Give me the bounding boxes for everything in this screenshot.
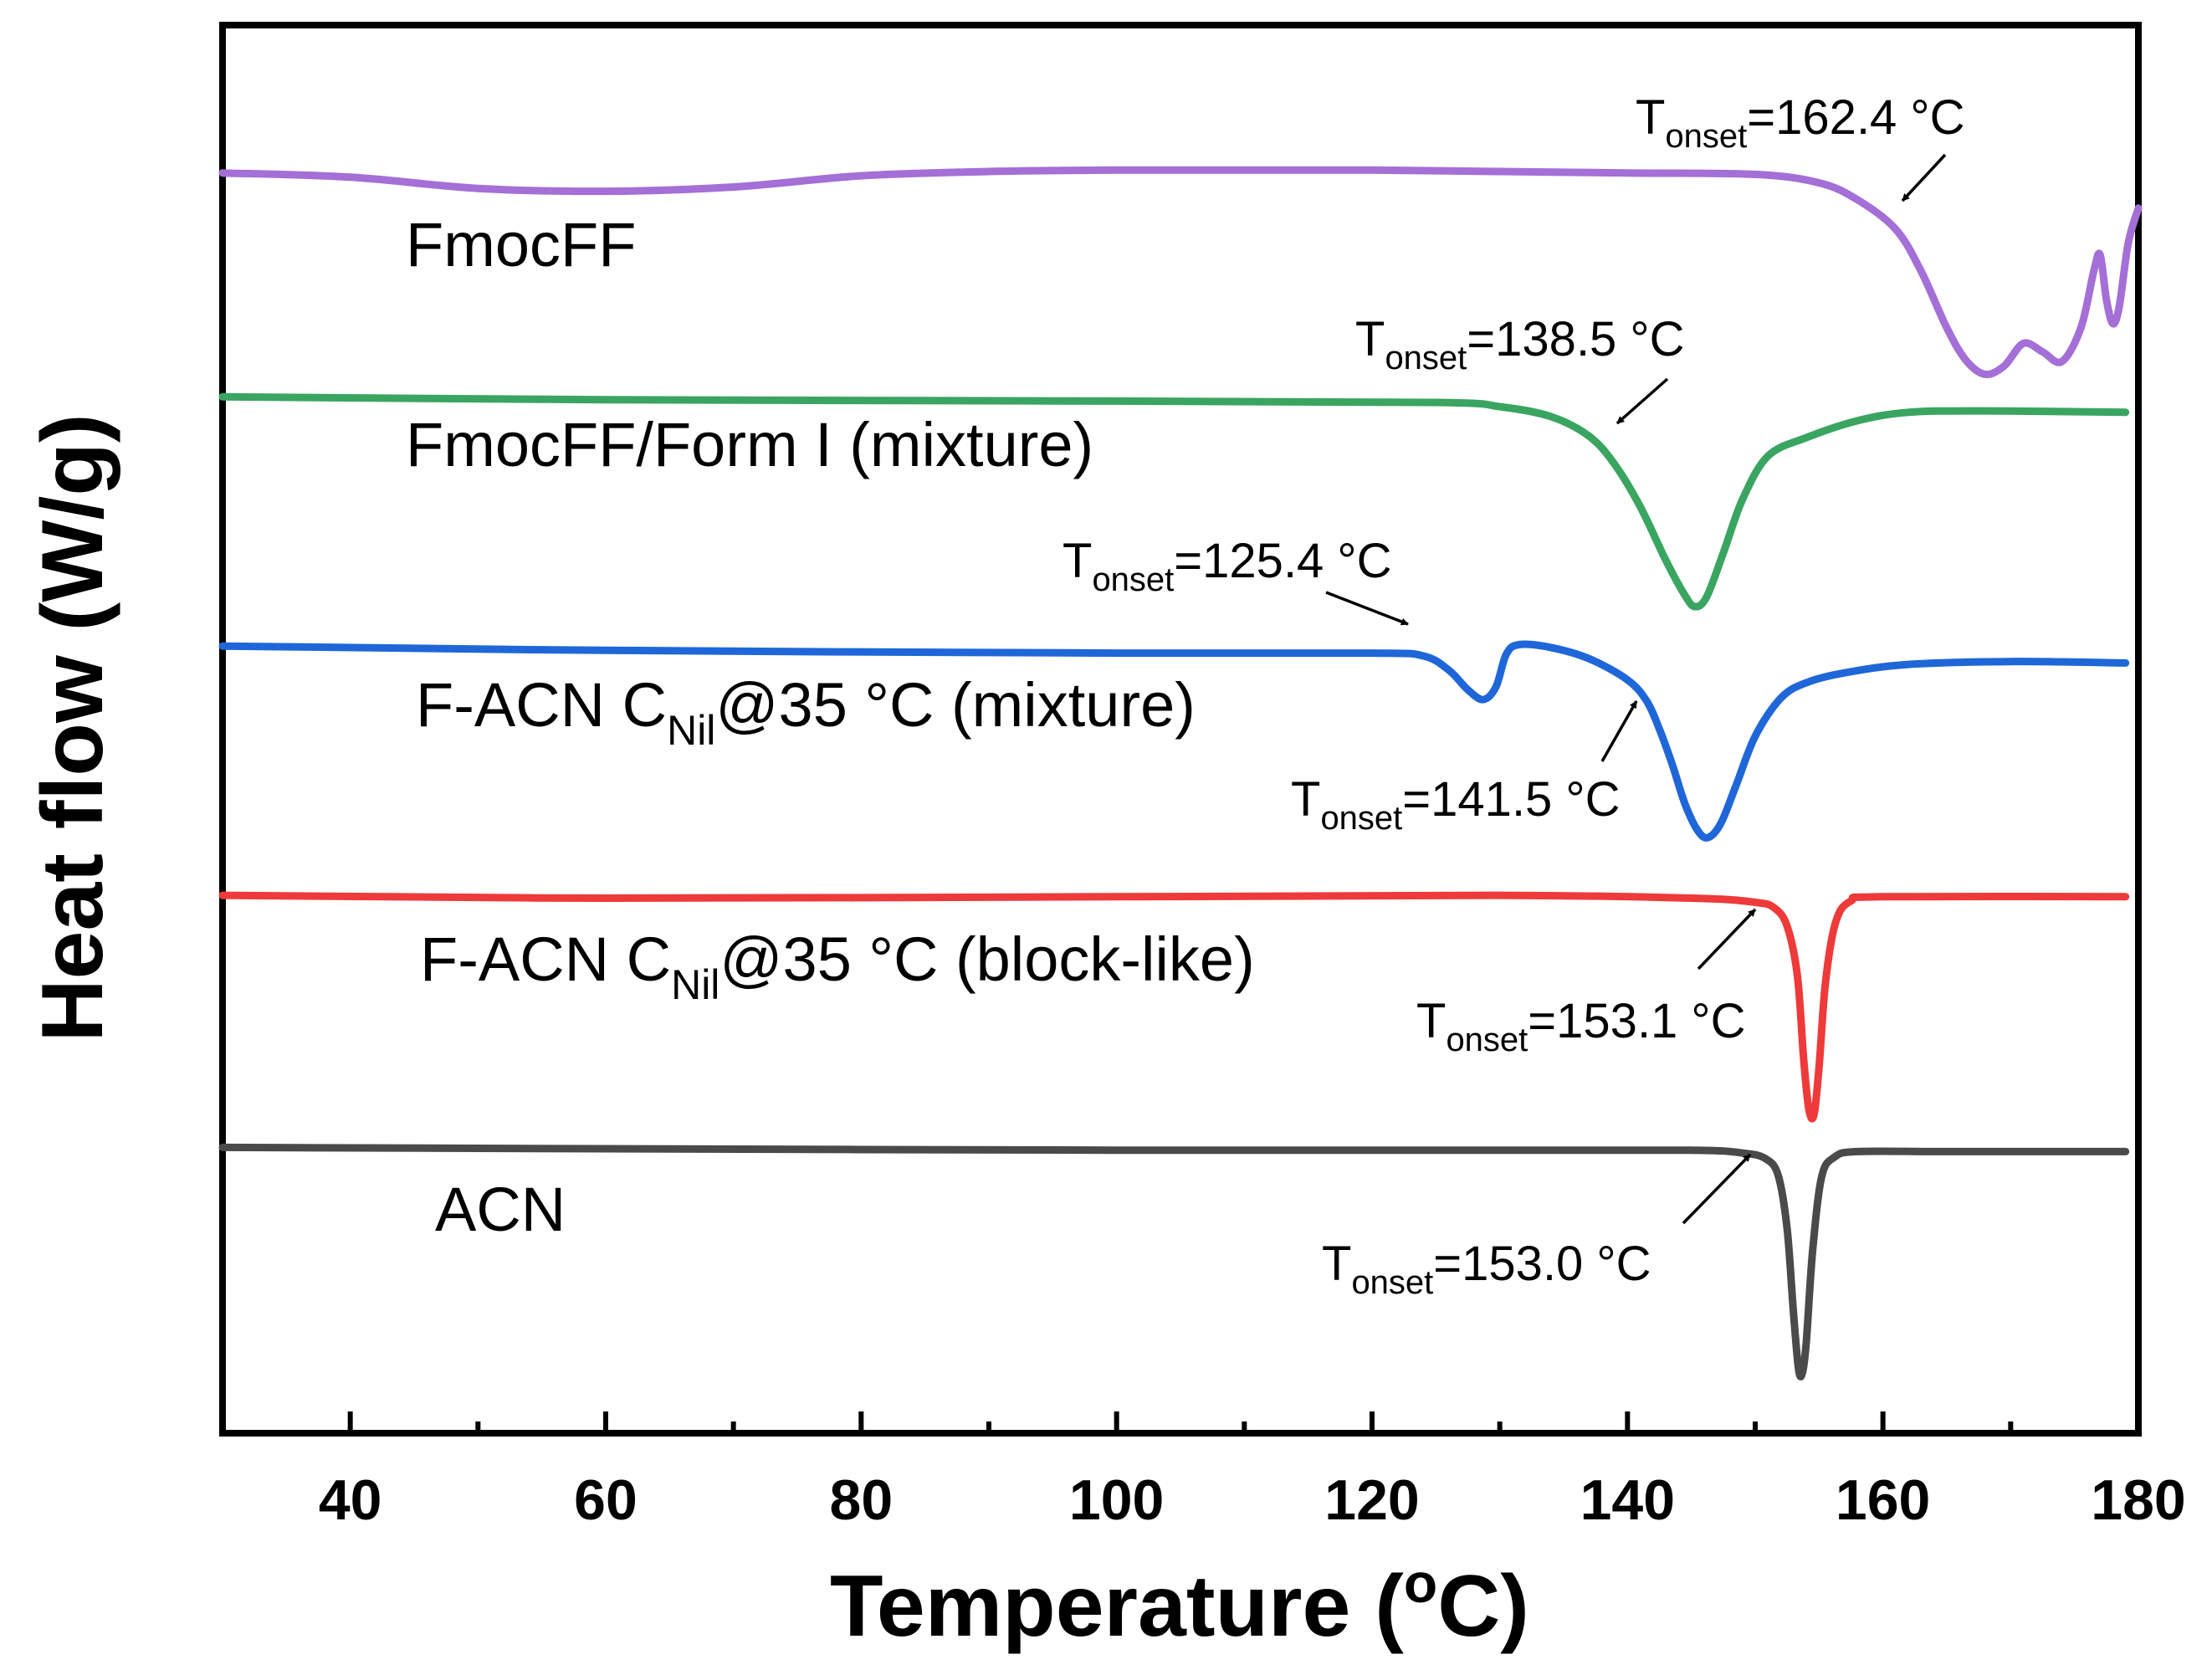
onset-arrow-facn-block-like [1697,908,1757,971]
x-tick-label: 140 [1580,1468,1675,1532]
series-label-acn: ACN [435,1175,566,1244]
y-axis-title: Heat flow (W/g) [24,413,121,1042]
x-tick-label: 100 [1069,1468,1164,1532]
x-tick-label: 60 [574,1468,637,1532]
series-label-fmocff: FmocFF [406,210,636,279]
onset-arrow-acn [1682,1153,1752,1225]
series-line-1 [218,392,2130,611]
series-line-3 [218,891,2130,1123]
series-curves [218,166,2143,1380]
series-label-fmocff-form-i: FmocFF/Form I (mixture) [406,410,1093,479]
onset-annotation-fmocff: Tonset=162.4 °C [1636,90,1965,155]
onset-annotation-acn: Tonset=153.0 °C [1322,1237,1651,1301]
onset-annotation-fmocff-form-i: Tonset=138.5 °C [1355,312,1685,376]
series-line-2 [218,640,2130,842]
series-label-facn-mixture: F-ACN CNil@35 °C (mixture) [416,670,1196,754]
series-line-4 [218,1143,2130,1380]
x-tick-label: 120 [1324,1468,1419,1532]
x-axis-ticks [347,1411,2141,1433]
x-tick-label: 160 [1836,1468,1930,1532]
onset-annotation-facn-mixture-2: Tonset=141.5 °C [1291,772,1621,837]
onset-arrow-fmocff-form-i [1615,377,1669,425]
onset-arrow-facn-mixture-2 [1600,700,1638,762]
x-tick-label: 180 [2091,1468,2185,1532]
onset-arrow-fmocff [1901,153,1947,202]
onset-annotation-facn-mixture-1: Tonset=125.4 °C [1062,534,1392,598]
plot-frame [219,22,2142,1437]
x-tick-label: 80 [830,1468,894,1532]
x-axis-tick-labels: 40 60 80 100 120 140 160 180 [319,1468,2186,1532]
x-tick-label: 40 [319,1468,382,1532]
x-axis-title: Temperature (oC) [830,1552,1529,1655]
series-line-0 [218,166,2143,379]
onset-arrow-facn-mixture-1 [1325,591,1409,626]
series-label-facn-block-like: F-ACN CNil@35 °C (block-like) [420,925,1255,1008]
onset-annotation-facn-block-like: Tonset=153.1 °C [1416,994,1746,1058]
